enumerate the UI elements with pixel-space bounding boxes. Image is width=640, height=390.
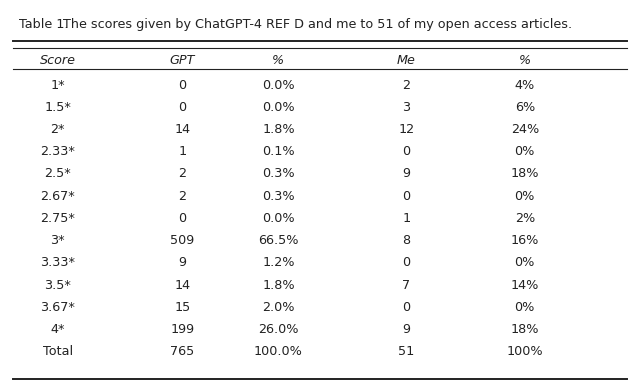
Text: Me: Me bbox=[397, 54, 416, 67]
Text: 18%: 18% bbox=[511, 167, 539, 181]
Text: 0%: 0% bbox=[515, 145, 535, 158]
Text: 0.3%: 0.3% bbox=[262, 167, 294, 181]
Text: 1.5*: 1.5* bbox=[44, 101, 71, 114]
Text: 2.0%: 2.0% bbox=[262, 301, 294, 314]
Text: 3.67*: 3.67* bbox=[40, 301, 75, 314]
Text: 1.8%: 1.8% bbox=[262, 278, 294, 292]
Text: 66.5%: 66.5% bbox=[258, 234, 299, 247]
Text: 18%: 18% bbox=[511, 323, 539, 336]
Text: 0%: 0% bbox=[515, 190, 535, 203]
Text: 0: 0 bbox=[403, 145, 410, 158]
Text: Score: Score bbox=[40, 54, 76, 67]
Text: 100%: 100% bbox=[506, 345, 543, 358]
Text: 4*: 4* bbox=[51, 323, 65, 336]
Text: 0.3%: 0.3% bbox=[262, 190, 294, 203]
Text: 7: 7 bbox=[403, 278, 410, 292]
Text: 14: 14 bbox=[174, 123, 191, 136]
Text: 12: 12 bbox=[398, 123, 415, 136]
Text: 1: 1 bbox=[179, 145, 186, 158]
Text: 0.1%: 0.1% bbox=[262, 145, 294, 158]
Text: 0: 0 bbox=[403, 190, 410, 203]
Text: 9: 9 bbox=[403, 323, 410, 336]
Text: 0%: 0% bbox=[515, 301, 535, 314]
Text: 765: 765 bbox=[170, 345, 195, 358]
Text: 0.0%: 0.0% bbox=[262, 101, 294, 114]
Text: The scores given by ChatGPT-4 REF D and me to 51 of my open access articles.: The scores given by ChatGPT-4 REF D and … bbox=[63, 18, 572, 30]
Text: 0: 0 bbox=[403, 301, 410, 314]
Text: 16%: 16% bbox=[511, 234, 539, 247]
Text: 4%: 4% bbox=[515, 78, 535, 92]
Text: 9: 9 bbox=[179, 256, 186, 269]
Text: 14%: 14% bbox=[511, 278, 539, 292]
Text: 2: 2 bbox=[179, 190, 186, 203]
Text: GPT: GPT bbox=[170, 54, 195, 67]
Text: 2.75*: 2.75* bbox=[40, 212, 75, 225]
Text: 2.5*: 2.5* bbox=[44, 167, 71, 181]
Text: 14: 14 bbox=[174, 278, 191, 292]
Text: 24%: 24% bbox=[511, 123, 539, 136]
Text: 2: 2 bbox=[179, 167, 186, 181]
Text: 26.0%: 26.0% bbox=[258, 323, 299, 336]
Text: 199: 199 bbox=[170, 323, 195, 336]
Text: 0: 0 bbox=[179, 78, 186, 92]
Text: 3: 3 bbox=[403, 101, 410, 114]
Text: 0: 0 bbox=[179, 101, 186, 114]
Text: 2%: 2% bbox=[515, 212, 535, 225]
Text: 0%: 0% bbox=[515, 256, 535, 269]
Text: 0: 0 bbox=[179, 212, 186, 225]
Text: 9: 9 bbox=[403, 167, 410, 181]
Text: 3*: 3* bbox=[51, 234, 65, 247]
Text: 8: 8 bbox=[403, 234, 410, 247]
Text: Table 1.: Table 1. bbox=[19, 18, 68, 30]
Text: 509: 509 bbox=[170, 234, 195, 247]
Text: %: % bbox=[519, 54, 531, 67]
Text: %: % bbox=[273, 54, 284, 67]
Text: 6%: 6% bbox=[515, 101, 535, 114]
Text: 1: 1 bbox=[403, 212, 410, 225]
Text: 0.0%: 0.0% bbox=[262, 78, 294, 92]
Text: 2.33*: 2.33* bbox=[40, 145, 75, 158]
Text: 3.5*: 3.5* bbox=[44, 278, 71, 292]
Text: 3.33*: 3.33* bbox=[40, 256, 75, 269]
Text: 2.67*: 2.67* bbox=[40, 190, 75, 203]
Text: 1.2%: 1.2% bbox=[262, 256, 294, 269]
Text: 0.0%: 0.0% bbox=[262, 212, 294, 225]
Text: 1.8%: 1.8% bbox=[262, 123, 294, 136]
Text: 51: 51 bbox=[398, 345, 415, 358]
Text: 1*: 1* bbox=[51, 78, 65, 92]
Text: 100.0%: 100.0% bbox=[254, 345, 303, 358]
Text: 2*: 2* bbox=[51, 123, 65, 136]
Text: 15: 15 bbox=[174, 301, 191, 314]
Text: 2: 2 bbox=[403, 78, 410, 92]
Text: 0: 0 bbox=[403, 256, 410, 269]
Text: Total: Total bbox=[42, 345, 73, 358]
